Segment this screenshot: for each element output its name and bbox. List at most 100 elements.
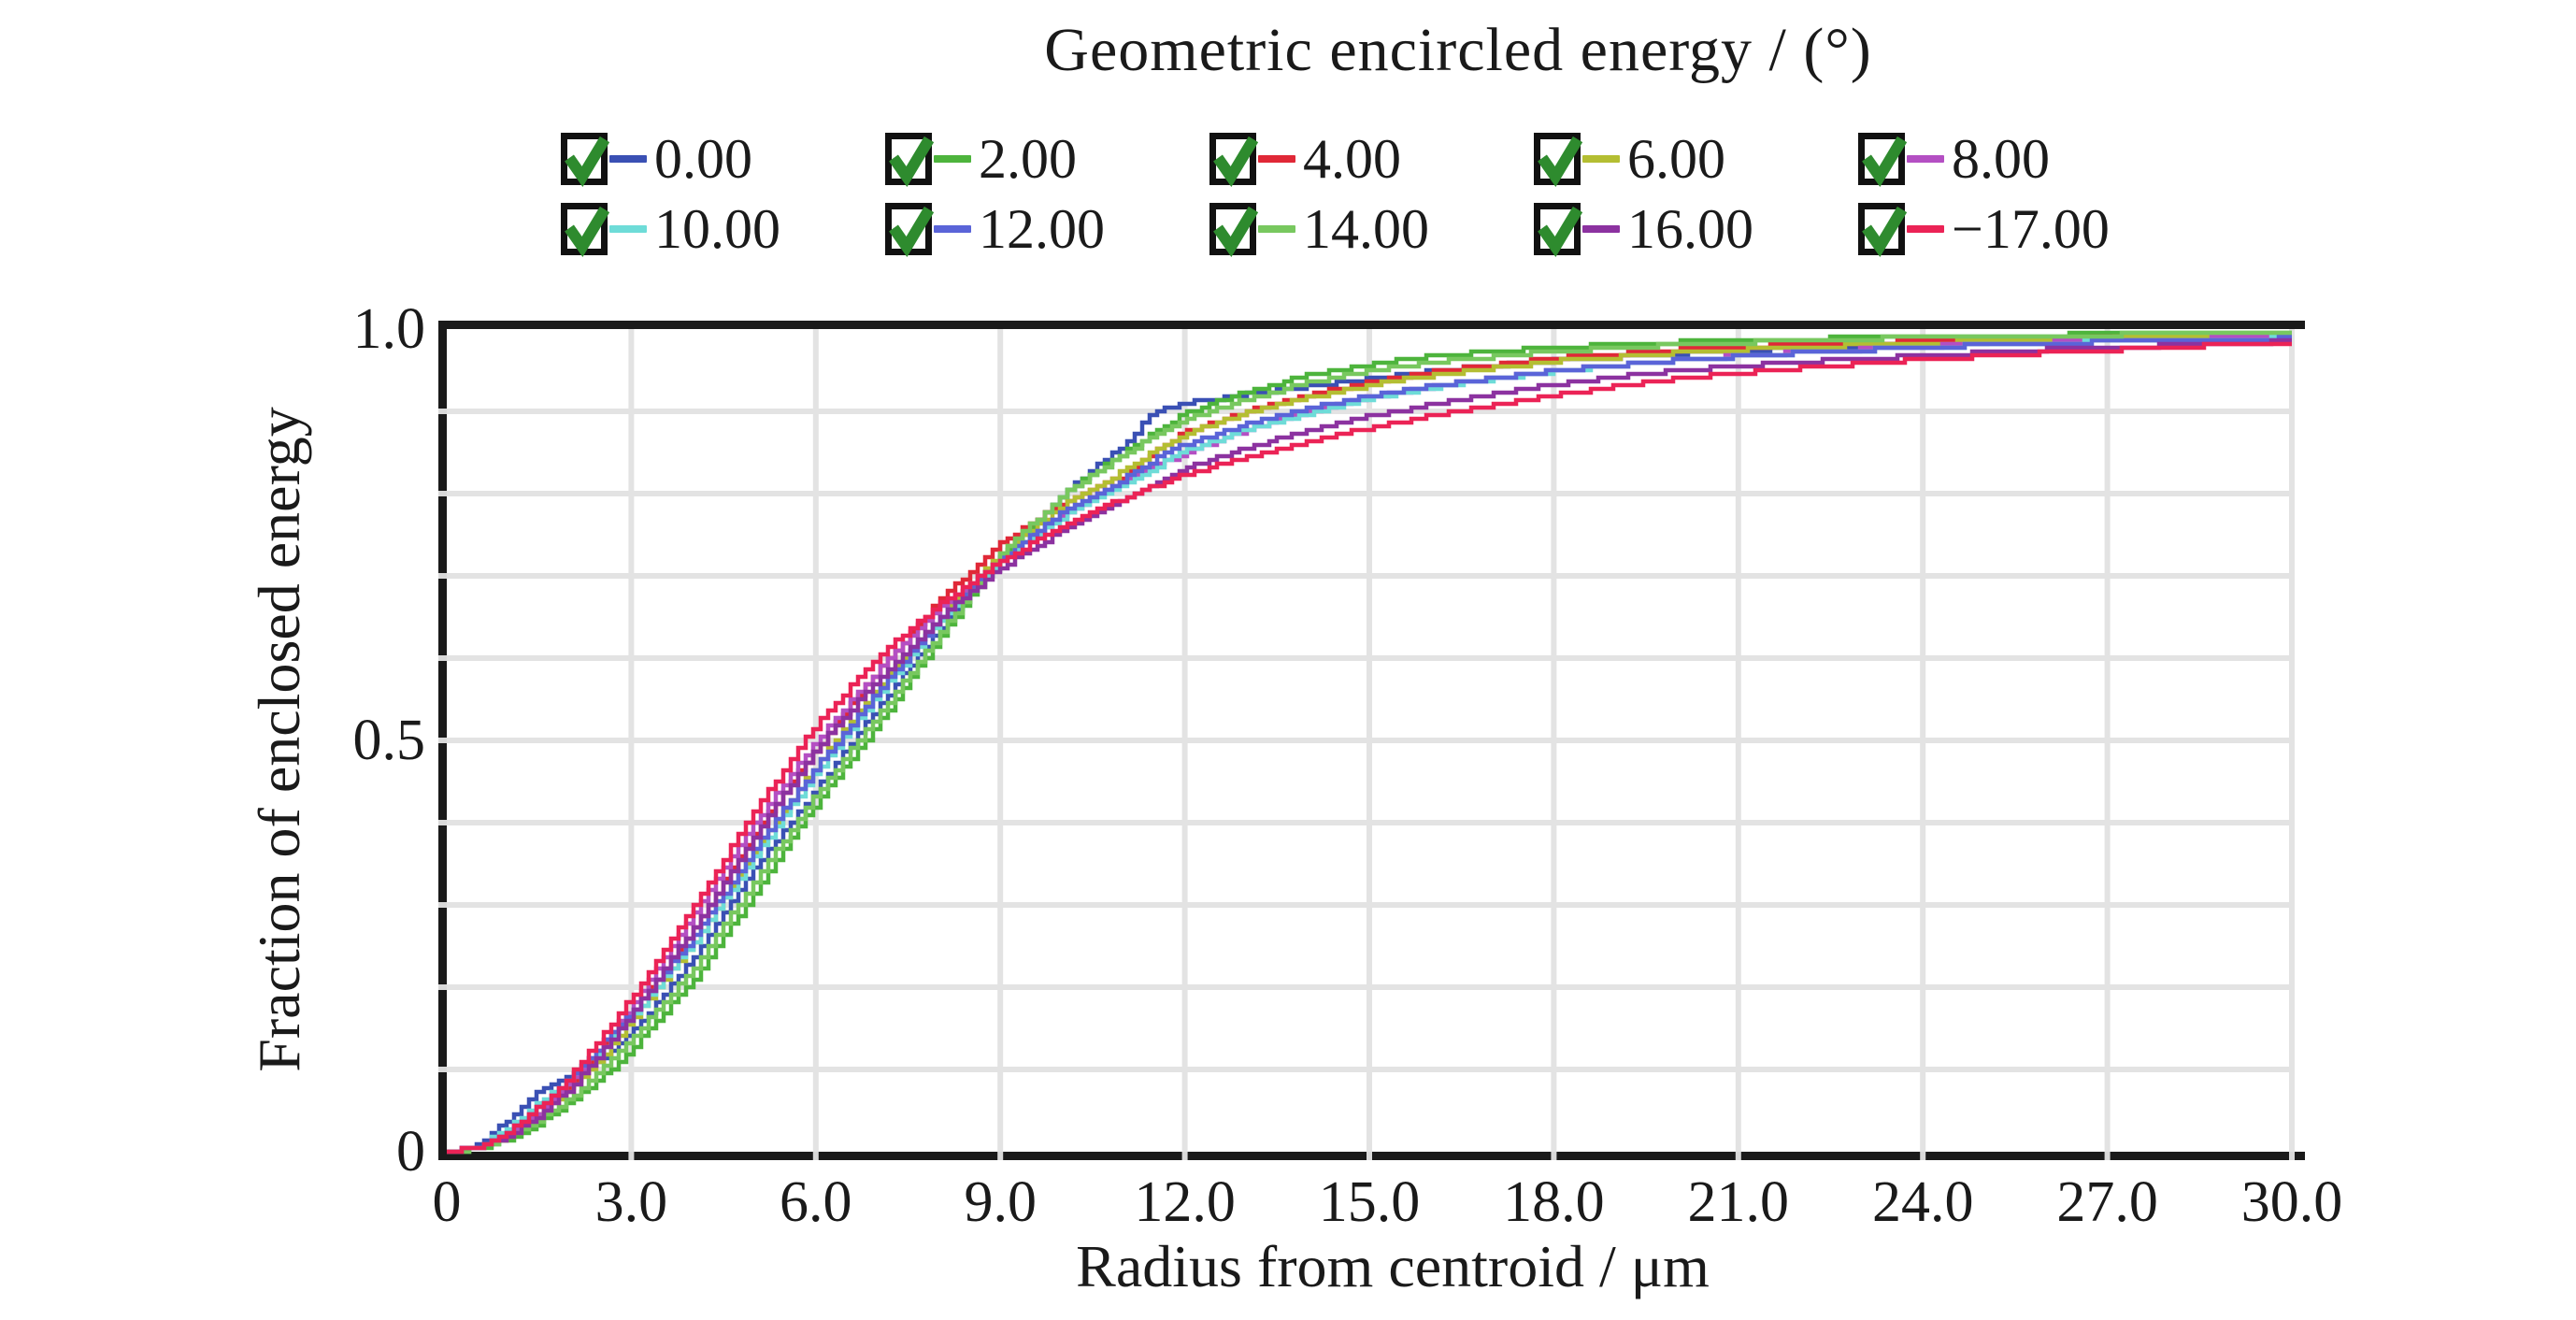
legend-label: 0.00 — [654, 127, 752, 190]
x-tick-label: 15.0 — [1318, 1170, 1421, 1234]
v-gridline — [997, 329, 1004, 1152]
x-tick-label: 3.0 — [594, 1170, 668, 1234]
top-border — [438, 321, 2305, 329]
legend-item-8.00[interactable]: 8.00 — [1858, 128, 2050, 190]
v-gridline — [628, 329, 635, 1152]
x-tick-label: 0 — [432, 1170, 462, 1234]
legend-label: 12.00 — [979, 197, 1105, 260]
x-axis-tick-gap — [1551, 1152, 1557, 1160]
x-axis-tick-gap — [2104, 1152, 2111, 1160]
y-tick-label: 0 — [396, 1120, 425, 1184]
x-tick-label: 30.0 — [2240, 1170, 2343, 1234]
legend-label: 4.00 — [1303, 127, 1401, 190]
chart-title-text: Geometric encircled energy / (°) — [1044, 16, 1872, 84]
y-axis-tick-gap — [438, 1067, 447, 1072]
y-axis-tick-gap — [438, 409, 447, 414]
legend-color-swatch — [934, 225, 971, 233]
legend-item-4.00[interactable]: 4.00 — [1209, 128, 1401, 190]
v-gridline — [2104, 329, 2111, 1152]
curve-−17.00 — [447, 341, 2292, 1155]
x-axis-tick-gap — [1367, 1152, 1372, 1160]
legend-color-swatch — [934, 155, 971, 163]
v-gridline — [1920, 329, 1926, 1152]
v-gridline — [1551, 329, 1557, 1152]
legend-checkbox[interactable] — [1209, 133, 1259, 188]
x-axis-tick-gap — [628, 1152, 635, 1160]
curve-14.00 — [447, 330, 2292, 1155]
v-gridline — [1181, 329, 1188, 1152]
legend-checkbox[interactable] — [1858, 203, 1908, 258]
legend-item-14.00[interactable]: 14.00 — [1209, 198, 1429, 260]
v-gridline — [2289, 329, 2295, 1152]
legend-color-swatch — [609, 155, 647, 163]
checkmark-icon — [1538, 206, 1583, 258]
legend-item-−17.00[interactable]: −17.00 — [1858, 198, 2110, 260]
legend-color-swatch — [1907, 155, 1944, 163]
checkmark-icon — [1213, 136, 1259, 188]
legend-color-swatch — [1258, 155, 1295, 163]
v-gridline — [812, 329, 819, 1152]
checkmark-icon — [1213, 206, 1259, 258]
x-axis-tick-gap — [1920, 1152, 1926, 1160]
checkmark-icon — [889, 206, 935, 258]
v-gridline — [1367, 329, 1372, 1152]
legend-checkbox[interactable] — [885, 203, 935, 258]
legend-item-0.00[interactable]: 0.00 — [561, 128, 752, 190]
curve-16.00 — [447, 337, 2292, 1155]
x-tick-label: 24.0 — [1871, 1170, 1974, 1234]
checkmark-icon — [1862, 136, 1908, 188]
y-axis-tick-gap — [438, 655, 447, 661]
y-axis-tick-gap — [438, 902, 447, 908]
legend-checkbox[interactable] — [561, 203, 610, 258]
legend-label: 8.00 — [1952, 127, 2050, 190]
y-axis-tick-gap — [438, 738, 447, 743]
x-tick-label: 6.0 — [780, 1170, 852, 1234]
y-axis-tick-gap — [438, 491, 447, 496]
legend-item-12.00[interactable]: 12.00 — [885, 198, 1105, 260]
x-tick-label: 18.0 — [1503, 1170, 1605, 1234]
legend-label: −17.00 — [1952, 197, 2110, 260]
checkmark-icon — [565, 206, 610, 258]
legend-item-16.00[interactable]: 16.00 — [1534, 198, 1753, 260]
legend-label: 16.00 — [1627, 197, 1753, 260]
y-axis-tick-gap — [438, 820, 447, 825]
checkmark-icon — [1538, 136, 1583, 188]
y-axis-tick-gap — [438, 573, 447, 579]
checkmark-icon — [565, 136, 610, 188]
y-axis-tick-gap — [438, 984, 447, 990]
legend-checkbox[interactable] — [885, 133, 935, 188]
legend-item-10.00[interactable]: 10.00 — [561, 198, 780, 260]
legend-checkbox[interactable] — [1209, 203, 1259, 258]
legend-color-swatch — [1907, 225, 1944, 233]
x-tick-label: 9.0 — [964, 1170, 1037, 1234]
x-tick-label: 12.0 — [1134, 1170, 1236, 1234]
x-axis-tick-gap — [2289, 1152, 2295, 1160]
legend-item-6.00[interactable]: 6.00 — [1534, 128, 1725, 190]
legend-label: 6.00 — [1627, 127, 1725, 190]
legend-color-swatch — [609, 225, 647, 233]
checkmark-icon — [889, 136, 935, 188]
x-axis-tick-gap — [997, 1152, 1004, 1160]
x-axis-title: Radius from centroid / μm — [1076, 1233, 1710, 1299]
x-axis-tick-gap — [1181, 1152, 1188, 1160]
v-gridline — [1735, 329, 1741, 1152]
legend-checkbox[interactable] — [1534, 203, 1583, 258]
x-axis-tick-gap — [812, 1152, 819, 1160]
x-tick-label: 27.0 — [2056, 1170, 2158, 1234]
legend-color-swatch — [1582, 155, 1620, 163]
legend-color-swatch — [1258, 225, 1295, 233]
legend-color-swatch — [1582, 225, 1620, 233]
legend-checkbox[interactable] — [1534, 133, 1583, 188]
legend-checkbox[interactable] — [1858, 133, 1908, 188]
legend-checkbox[interactable] — [561, 133, 610, 188]
y-tick-label: 1.0 — [352, 297, 426, 361]
legend-label: 14.00 — [1303, 197, 1429, 260]
legend-item-2.00[interactable]: 2.00 — [885, 128, 1077, 190]
x-tick-label: 21.0 — [1687, 1170, 1790, 1234]
checkmark-icon — [1862, 206, 1908, 258]
chart-title: Geometric encircled energy / (°) — [0, 15, 2576, 86]
y-tick-label: 0.5 — [352, 709, 426, 772]
legend-label: 10.00 — [654, 197, 780, 260]
